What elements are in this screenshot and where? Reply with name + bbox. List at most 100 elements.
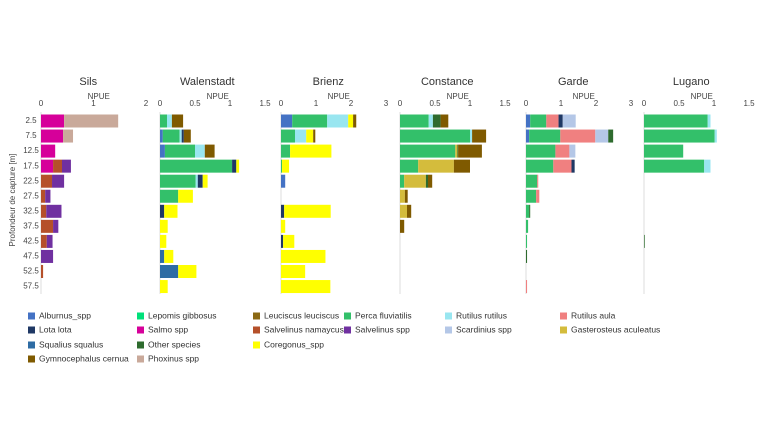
bar-segment	[41, 129, 64, 143]
bar-segment	[282, 159, 290, 173]
bar-segment	[400, 159, 419, 173]
bar-segment	[281, 159, 283, 173]
y-tick-label: 42.5	[23, 237, 39, 246]
x-axis-label: NPUE	[573, 92, 595, 101]
bar-segment	[348, 114, 354, 128]
bar-segment	[164, 144, 195, 158]
bar-segment	[526, 144, 556, 158]
bar-segment	[281, 144, 291, 158]
bar-segment	[400, 114, 429, 128]
bar-segment	[400, 204, 407, 218]
bar-segment	[167, 114, 172, 128]
bar-segment	[46, 234, 53, 248]
legend-label: Squalius squalus	[39, 339, 103, 349]
bar-segment	[64, 114, 119, 128]
bar-segment	[704, 159, 711, 173]
bar-segment	[281, 114, 293, 128]
x-axis-label: NPUE	[691, 92, 713, 101]
bar-segment	[41, 144, 56, 158]
bar-segment	[160, 174, 196, 188]
bar-segment	[400, 174, 405, 188]
x-tick-label: 0.5	[189, 99, 201, 108]
bar-segment	[204, 144, 215, 158]
legend-swatch	[28, 326, 35, 334]
legend-swatch	[137, 341, 144, 349]
bar-segment	[558, 114, 563, 128]
bar-segment	[281, 265, 306, 278]
bar-segment	[526, 129, 530, 143]
bar-segment	[281, 280, 331, 294]
x-tick-label: 1.5	[743, 99, 755, 108]
x-tick-label: 1.5	[499, 99, 511, 108]
bar-segment	[526, 204, 530, 218]
bar-segment	[407, 204, 412, 218]
bar-segment	[41, 159, 54, 173]
legend-swatch	[137, 326, 144, 334]
bar-segment	[455, 144, 458, 158]
bar-segment	[472, 129, 487, 143]
bar-segment	[295, 129, 307, 143]
x-tick-label: 0	[279, 99, 284, 108]
y-tick-label: 32.5	[23, 206, 39, 215]
legend-label: Lepomis gibbosus	[148, 310, 217, 320]
legend-label: Rutilus aula	[571, 310, 616, 320]
bar-segment	[458, 144, 482, 158]
bar-segment	[470, 129, 473, 143]
bar-segment	[353, 114, 357, 128]
bar-segment	[41, 234, 47, 248]
bar-segment	[63, 129, 74, 143]
legend-swatch	[253, 326, 260, 334]
bar-segment	[404, 189, 408, 203]
panel-title: Lugano	[673, 76, 710, 88]
bar-segment	[41, 189, 46, 203]
panel-title: Constance	[421, 76, 474, 88]
y-tick-label: 57.5	[23, 282, 39, 291]
x-tick-label: 2	[144, 99, 149, 108]
legend-swatch	[560, 326, 567, 334]
bar-segment	[440, 114, 449, 128]
bar-segment	[41, 265, 44, 278]
legend-label: Lota lota	[39, 324, 72, 334]
bar-segment	[457, 144, 459, 158]
bar-segment	[546, 114, 559, 128]
x-tick-label: 2	[349, 99, 354, 108]
bar-segment	[236, 159, 240, 173]
bar-segment	[553, 159, 572, 173]
y-tick-label: 2.5	[25, 116, 37, 125]
x-tick-label: 1	[468, 99, 473, 108]
bar-segment	[529, 129, 561, 143]
bar-segment	[160, 249, 165, 263]
bar-segment	[160, 144, 165, 158]
bar-segment	[160, 159, 233, 173]
bar-segment	[160, 114, 167, 128]
x-tick-label: 0.5	[429, 99, 441, 108]
bar-segment	[281, 234, 284, 248]
bar-segment	[284, 204, 331, 218]
bar-segment	[555, 144, 570, 158]
bar-segment	[425, 174, 428, 188]
bar-segment	[644, 159, 705, 173]
bar-segment	[160, 219, 168, 233]
bar-segment	[530, 114, 547, 128]
bar-segment	[290, 144, 332, 158]
bar-segment	[526, 219, 529, 233]
bar-segment	[281, 129, 295, 143]
bar-segment	[536, 189, 540, 203]
bar-segment	[526, 280, 528, 294]
bar-segment	[160, 189, 179, 203]
x-tick-label: 2	[594, 99, 599, 108]
bar-segment	[41, 174, 53, 188]
bar-segment	[179, 129, 182, 143]
legend-label: Rutilus rutilus	[456, 310, 507, 320]
x-tick-label: 3	[384, 99, 389, 108]
bar-segment	[714, 129, 717, 143]
legend-label: Perca fluviatilis	[355, 310, 412, 320]
x-axis-label: NPUE	[328, 92, 350, 101]
bar-segment	[46, 204, 62, 218]
bar-segment	[164, 249, 174, 263]
bar-segment	[526, 174, 538, 188]
bar-segment	[529, 204, 531, 218]
bar-segment	[41, 249, 54, 263]
legend-swatch	[344, 326, 351, 334]
